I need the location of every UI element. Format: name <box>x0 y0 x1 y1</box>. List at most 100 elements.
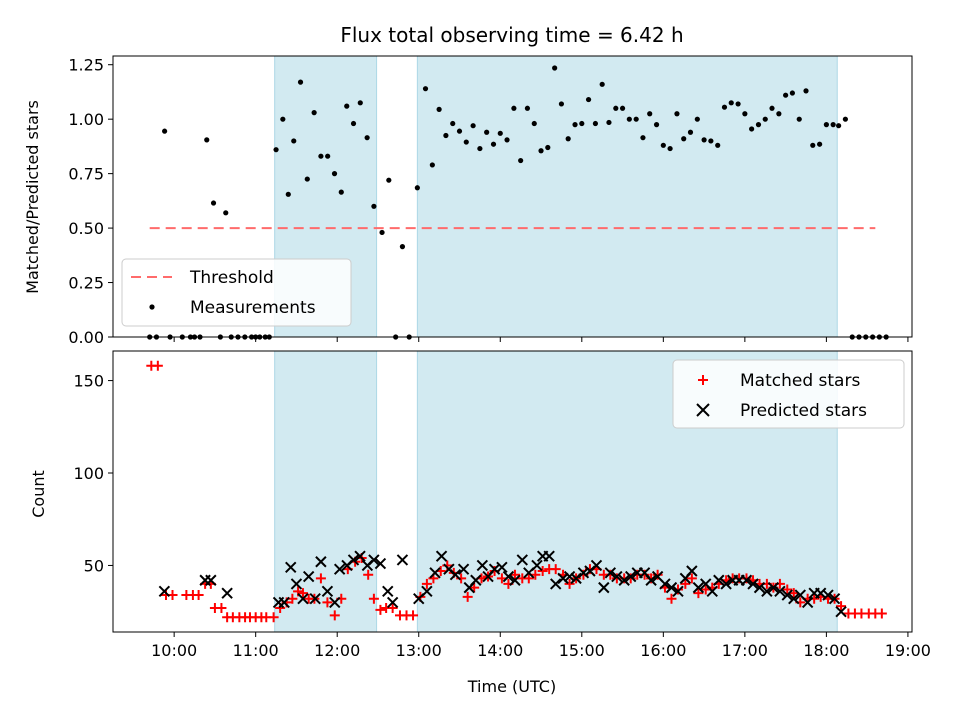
point-76 <box>767 581 780 594</box>
point-28 <box>325 153 331 159</box>
axes-frame <box>112 55 913 338</box>
point-58 <box>523 573 534 584</box>
point-10 <box>309 593 321 605</box>
point-86 <box>721 104 728 110</box>
point-23 <box>291 138 297 144</box>
point-60 <box>659 578 671 590</box>
point-9 <box>302 570 315 583</box>
legend-label-matched: Matched stars <box>740 371 860 391</box>
point-86 <box>835 605 847 618</box>
point-38 <box>509 574 521 586</box>
point-74 <box>640 135 646 141</box>
point-50 <box>590 559 603 572</box>
point-10 <box>216 602 227 613</box>
point-22 <box>285 191 291 197</box>
point-66 <box>585 96 592 103</box>
point-75 <box>639 569 650 580</box>
y-tick-label-0: 50 <box>84 556 104 575</box>
point-19 <box>368 554 380 566</box>
point-46 <box>450 120 456 127</box>
y-tick-label-2: 150 <box>73 372 104 391</box>
point-38 <box>387 602 398 613</box>
point-20 <box>273 147 279 153</box>
point-81 <box>687 129 694 135</box>
point-37 <box>502 570 515 583</box>
point-8 <box>297 593 309 605</box>
point-5 <box>278 596 290 609</box>
point-30 <box>457 563 470 575</box>
point-104 <box>842 116 848 122</box>
point-41 <box>408 610 419 621</box>
point-34 <box>363 569 374 580</box>
point-11 <box>315 556 327 568</box>
point-62 <box>672 585 684 598</box>
x-tick-label-3: 13:00 <box>396 641 442 660</box>
point-94 <box>776 111 782 117</box>
point-39 <box>399 244 406 250</box>
point-84 <box>822 589 834 601</box>
point-91 <box>755 122 762 128</box>
point-35 <box>371 203 377 209</box>
point-96 <box>789 90 795 96</box>
legend-predicted-swatch <box>696 403 710 417</box>
point-24 <box>297 588 308 599</box>
point-43 <box>421 578 432 589</box>
y-tick-label-1: 0.25 <box>68 274 104 293</box>
point-41 <box>531 559 543 572</box>
legend: Matched stars Predicted stars <box>672 359 905 429</box>
point-26 <box>429 567 441 579</box>
point-58 <box>645 574 657 586</box>
point-93 <box>769 105 775 111</box>
point-8 <box>204 137 210 143</box>
point-53 <box>497 130 503 136</box>
point-99 <box>810 142 816 148</box>
point-60 <box>545 144 551 151</box>
point-28 <box>322 597 333 608</box>
point-61 <box>552 65 558 71</box>
point-32 <box>470 574 482 586</box>
point-75 <box>761 585 773 598</box>
point-68 <box>599 81 605 87</box>
point-72 <box>740 574 753 586</box>
x-tick-label-5: 15:00 <box>559 641 605 660</box>
point-33 <box>476 559 489 572</box>
point-69 <box>720 578 732 590</box>
point-11 <box>223 210 229 216</box>
point-47 <box>456 128 463 134</box>
point-16 <box>347 554 360 566</box>
series-measurements <box>147 65 889 340</box>
point-83 <box>701 137 707 143</box>
point-89 <box>742 111 748 117</box>
legend-matched-swatch <box>698 375 708 385</box>
point-85 <box>828 593 841 605</box>
point-21 <box>382 585 394 598</box>
point-43 <box>429 162 435 168</box>
point-23 <box>396 554 409 566</box>
point-25 <box>304 176 310 182</box>
point-64 <box>686 565 698 577</box>
point-95 <box>783 92 789 98</box>
x-tick-label-9: 19:00 <box>885 641 931 660</box>
point-98 <box>803 88 809 94</box>
point-14 <box>333 563 346 575</box>
point-76 <box>653 122 660 128</box>
y-tick-label-2: 0.50 <box>68 219 104 238</box>
point-67 <box>706 585 718 598</box>
x-tick-label-0: 10:00 <box>151 641 197 660</box>
y-tick-label-0: 0.00 <box>68 328 104 347</box>
top-y-axis-label: Matched/Predicted stars <box>23 100 42 294</box>
point-73 <box>747 578 759 590</box>
point-25 <box>421 585 433 598</box>
point-58 <box>531 120 537 127</box>
point-34 <box>364 135 370 141</box>
point-1 <box>152 360 163 371</box>
point-80 <box>681 136 687 142</box>
point-36 <box>375 604 386 615</box>
point-67 <box>592 120 599 127</box>
series-predicted-stars <box>158 550 847 618</box>
point-45 <box>443 132 449 139</box>
point-61 <box>665 581 678 594</box>
point-31 <box>344 103 350 109</box>
point-72 <box>626 116 632 122</box>
point-84 <box>708 138 714 144</box>
